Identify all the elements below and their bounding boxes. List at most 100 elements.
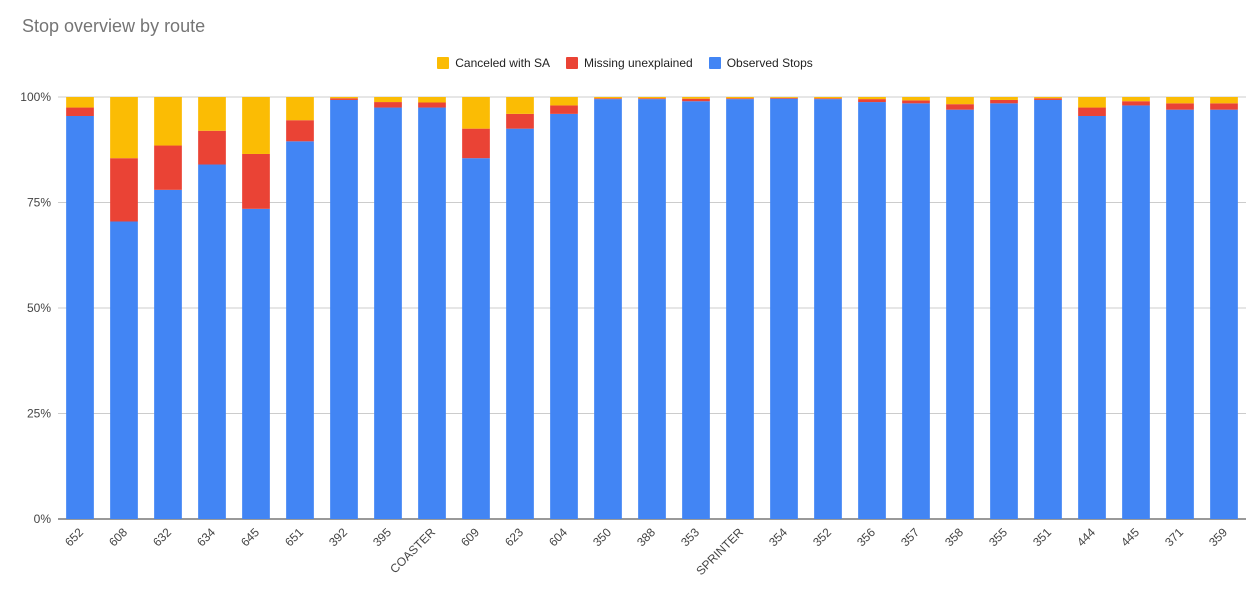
bar-segment-missing-unexplained[interactable] <box>286 120 314 142</box>
bar-segment-missing-unexplained[interactable] <box>198 130 226 165</box>
bar-segment-missing-unexplained[interactable] <box>638 98 666 100</box>
bar-segment-observed-stops[interactable] <box>418 107 446 520</box>
bar-segment-canceled-with-sa[interactable] <box>374 97 402 103</box>
bar-stack[interactable] <box>242 97 270 519</box>
bar-segment-missing-unexplained[interactable] <box>902 100 930 104</box>
bar-stack[interactable] <box>902 97 930 519</box>
bar-segment-missing-unexplained[interactable] <box>506 113 534 129</box>
bar-segment-canceled-with-sa[interactable] <box>1078 97 1106 108</box>
bar-stack[interactable] <box>858 97 886 520</box>
bar-segment-observed-stops[interactable] <box>286 141 314 519</box>
bar-segment-observed-stops[interactable] <box>1078 115 1106 520</box>
bar-segment-observed-stops[interactable] <box>330 99 358 519</box>
bar-segment-missing-unexplained[interactable] <box>242 153 270 209</box>
bar-stack[interactable] <box>330 97 358 519</box>
bar-segment-observed-stops[interactable] <box>1034 99 1062 519</box>
bar-stack[interactable] <box>726 97 754 520</box>
bar-segment-missing-unexplained[interactable] <box>858 99 886 103</box>
bar-segment-missing-unexplained[interactable] <box>330 98 358 100</box>
bar-segment-missing-unexplained[interactable] <box>990 99 1018 104</box>
bar-segment-missing-unexplained[interactable] <box>110 158 138 222</box>
bar-segment-missing-unexplained[interactable] <box>1210 103 1238 110</box>
bar-segment-canceled-with-sa[interactable] <box>154 97 182 146</box>
bar-segment-canceled-with-sa[interactable] <box>330 97 358 99</box>
bar-segment-observed-stops[interactable] <box>550 113 578 519</box>
bar-segment-canceled-with-sa[interactable] <box>1122 97 1150 102</box>
bar-segment-missing-unexplained[interactable] <box>770 97 798 99</box>
bar-segment-canceled-with-sa[interactable] <box>242 97 270 154</box>
bar-segment-observed-stops[interactable] <box>858 102 886 520</box>
bar-segment-missing-unexplained[interactable] <box>154 145 182 190</box>
bar-segment-missing-unexplained[interactable] <box>374 102 402 108</box>
bar-segment-canceled-with-sa[interactable] <box>902 97 930 101</box>
bar-stack[interactable] <box>506 97 534 519</box>
bar-segment-canceled-with-sa[interactable] <box>110 97 138 159</box>
bar-stack[interactable] <box>638 97 666 520</box>
bar-segment-canceled-with-sa[interactable] <box>946 97 974 105</box>
bar-segment-canceled-with-sa[interactable] <box>726 97 754 99</box>
bar-segment-missing-unexplained[interactable] <box>946 104 974 110</box>
bar-segment-missing-unexplained[interactable] <box>682 98 710 102</box>
bar-segment-observed-stops[interactable] <box>946 109 974 519</box>
bar-stack[interactable] <box>770 97 798 520</box>
bar-segment-canceled-with-sa[interactable] <box>506 97 534 114</box>
bar-segment-canceled-with-sa[interactable] <box>638 97 666 99</box>
bar-segment-canceled-with-sa[interactable] <box>770 97 798 98</box>
bar-segment-observed-stops[interactable] <box>506 128 534 519</box>
bar-segment-observed-stops[interactable] <box>374 107 402 520</box>
bar-segment-observed-stops[interactable] <box>462 158 490 519</box>
bar-segment-missing-unexplained[interactable] <box>1078 107 1106 116</box>
bar-segment-missing-unexplained[interactable] <box>1034 98 1062 100</box>
bar-segment-canceled-with-sa[interactable] <box>1034 97 1062 99</box>
bar-stack[interactable] <box>286 97 314 519</box>
bar-stack[interactable] <box>946 97 974 519</box>
bar-segment-canceled-with-sa[interactable] <box>286 97 314 121</box>
bar-stack[interactable] <box>990 97 1018 519</box>
bar-segment-missing-unexplained[interactable] <box>66 107 94 116</box>
bar-stack[interactable] <box>1078 97 1106 520</box>
bar-stack[interactable] <box>110 97 138 520</box>
bar-segment-observed-stops[interactable] <box>770 98 798 520</box>
bar-segment-observed-stops[interactable] <box>726 99 754 520</box>
bar-stack[interactable] <box>154 97 182 519</box>
bar-segment-canceled-with-sa[interactable] <box>550 97 578 106</box>
bar-stack[interactable] <box>198 97 226 519</box>
bar-segment-missing-unexplained[interactable] <box>594 98 622 100</box>
bar-segment-canceled-with-sa[interactable] <box>1210 97 1238 104</box>
bar-segment-observed-stops[interactable] <box>242 208 270 519</box>
bar-stack[interactable] <box>1034 97 1062 519</box>
bar-stack[interactable] <box>418 97 446 520</box>
bar-segment-observed-stops[interactable] <box>154 189 182 519</box>
legend-item-missing[interactable]: Missing unexplained <box>565 56 693 70</box>
bar-segment-observed-stops[interactable] <box>814 99 842 520</box>
bar-stack[interactable] <box>1166 97 1194 519</box>
bar-stack[interactable] <box>1122 97 1150 519</box>
legend-item-observed[interactable]: Observed Stops <box>708 56 813 70</box>
bar-segment-canceled-with-sa[interactable] <box>594 97 622 99</box>
bar-segment-observed-stops[interactable] <box>1166 109 1194 519</box>
bar-segment-observed-stops[interactable] <box>110 221 138 520</box>
bar-segment-canceled-with-sa[interactable] <box>814 97 842 99</box>
bar-segment-canceled-with-sa[interactable] <box>462 97 490 129</box>
bar-stack[interactable] <box>1210 97 1238 519</box>
bar-stack[interactable] <box>682 97 710 519</box>
bar-segment-canceled-with-sa[interactable] <box>990 97 1018 100</box>
bar-segment-observed-stops[interactable] <box>902 103 930 519</box>
bar-segment-canceled-with-sa[interactable] <box>1166 97 1194 104</box>
bar-stack[interactable] <box>462 97 490 519</box>
bar-segment-observed-stops[interactable] <box>1210 109 1238 519</box>
bar-segment-observed-stops[interactable] <box>594 99 622 520</box>
bar-segment-missing-unexplained[interactable] <box>550 105 578 114</box>
bar-segment-missing-unexplained[interactable] <box>418 102 446 108</box>
bar-segment-observed-stops[interactable] <box>1122 105 1150 519</box>
bar-segment-missing-unexplained[interactable] <box>814 98 842 100</box>
bar-segment-missing-unexplained[interactable] <box>462 128 490 159</box>
bar-segment-observed-stops[interactable] <box>638 99 666 520</box>
bar-segment-missing-unexplained[interactable] <box>1122 101 1150 106</box>
bar-stack[interactable] <box>66 97 94 520</box>
bar-segment-observed-stops[interactable] <box>990 103 1018 519</box>
bar-segment-canceled-with-sa[interactable] <box>198 97 226 131</box>
bar-segment-observed-stops[interactable] <box>682 101 710 519</box>
bar-segment-canceled-with-sa[interactable] <box>682 97 710 99</box>
bar-stack[interactable] <box>814 97 842 520</box>
